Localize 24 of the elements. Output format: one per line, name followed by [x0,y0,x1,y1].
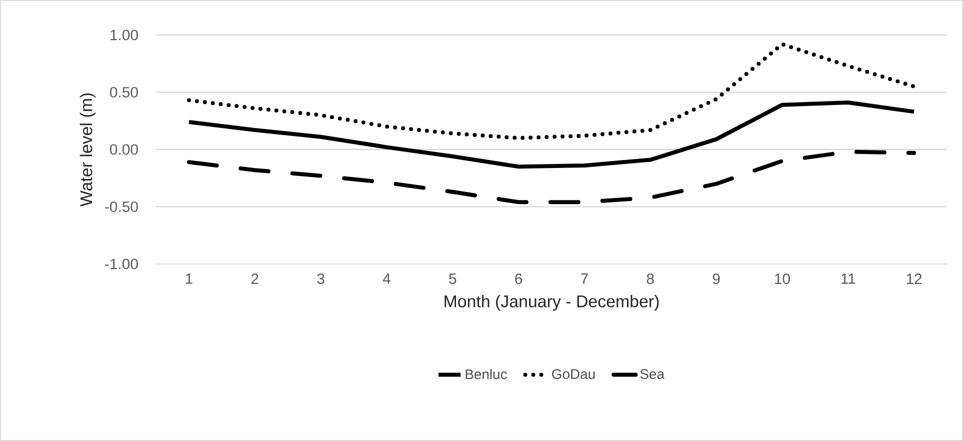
legend-label: GoDau [552,369,595,379]
x-tick-label: 12 [906,274,922,284]
x-tick-label: 4 [382,274,390,284]
x-tick-label: 2 [251,274,258,284]
y-tick-label: 1.00 [110,30,138,40]
legend-label: Benluc [466,368,507,380]
line-series [186,100,916,169]
x-tick-label: 9 [712,274,720,284]
x-tick-label: 8 [646,274,654,284]
x-tick-label: 11 [842,274,856,284]
y-tick-label: 0.00 [110,144,138,155]
x-tick-label: 7 [581,274,588,284]
y-axis-title: Water level (m) [80,93,96,206]
x-tick-label: 10 [775,274,790,284]
line-series [186,42,916,140]
x-axis-title: Month (January - December) [444,294,659,311]
x-tick-label: 5 [449,274,456,284]
y-tick-label: -0.50 [105,201,138,212]
x-tick-label: 6 [515,274,522,284]
y-tick-label: -1.00 [105,258,138,270]
x-tick-label: 1 [186,274,192,284]
y-tick-label: 0.50 [110,86,138,98]
x-tick-label: 3 [317,274,324,284]
legend-label: Sea [640,369,664,379]
